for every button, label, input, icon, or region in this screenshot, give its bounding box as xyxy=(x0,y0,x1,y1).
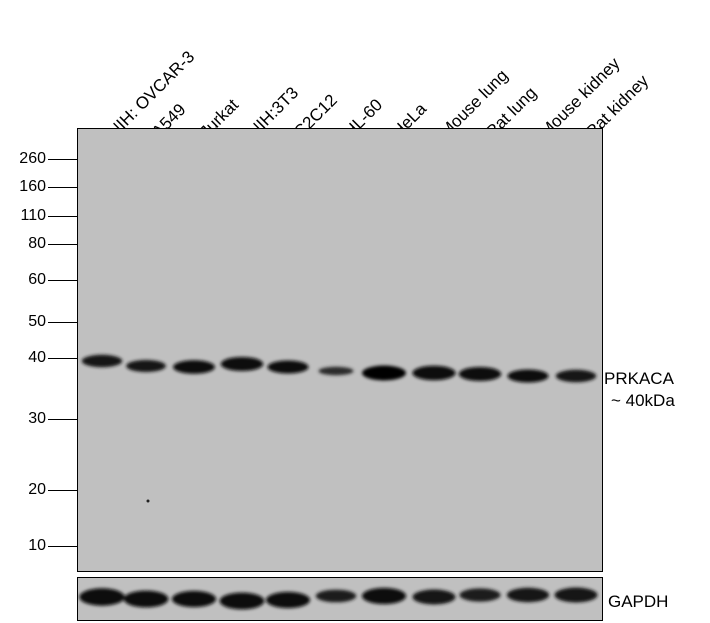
marker-label: 30 xyxy=(28,410,46,427)
gapdh-panel xyxy=(77,577,603,621)
target-name: PRKACA xyxy=(604,369,674,388)
target-size: ~ 40kDa xyxy=(611,391,675,410)
marker-label: 60 xyxy=(28,271,46,288)
gapdh-band xyxy=(123,590,169,608)
marker-tick xyxy=(48,490,78,491)
target-bands xyxy=(81,354,597,503)
gapdh-band xyxy=(265,591,311,609)
speck xyxy=(146,499,150,503)
marker-tick xyxy=(48,280,78,281)
marker-label: 260 xyxy=(19,150,46,167)
blot-panel xyxy=(77,128,603,572)
prkaca-band xyxy=(412,365,456,381)
gapdh-band xyxy=(459,588,501,602)
marker-tick xyxy=(48,216,78,217)
gapdh-band xyxy=(554,587,598,603)
marker-label: 10 xyxy=(28,537,46,554)
prkaca-band xyxy=(126,360,166,372)
marker-tick xyxy=(48,419,78,420)
prkaca-band xyxy=(220,357,264,371)
gapdh-bands xyxy=(79,587,598,610)
loading-control-label: GAPDH xyxy=(608,592,669,611)
gapdh-band xyxy=(171,590,217,608)
marker-label: 50 xyxy=(28,313,46,330)
marker-tick xyxy=(48,322,78,323)
prkaca-band xyxy=(555,369,597,383)
gapdh-band xyxy=(412,589,456,605)
marker-label: 20 xyxy=(28,481,46,498)
gapdh-band xyxy=(79,588,125,606)
marker-tick xyxy=(48,244,78,245)
marker-label: 160 xyxy=(19,178,46,195)
gapdh-band xyxy=(219,592,265,610)
prkaca-band xyxy=(318,366,354,376)
marker-tick xyxy=(48,546,78,547)
prkaca-band xyxy=(507,369,549,383)
marker-label: 110 xyxy=(20,207,46,224)
gapdh-band xyxy=(361,587,407,605)
gapdh-band xyxy=(506,587,550,603)
prkaca-band xyxy=(362,365,406,381)
marker-tick xyxy=(48,159,78,160)
marker-tick xyxy=(48,358,78,359)
prkaca-band xyxy=(458,367,502,381)
marker-label: 80 xyxy=(28,235,46,252)
prkaca-band xyxy=(81,354,123,368)
marker-label: 40 xyxy=(28,349,46,366)
prkaca-band xyxy=(267,360,309,374)
gapdh-band xyxy=(315,589,357,603)
marker-tick xyxy=(48,187,78,188)
prkaca-band xyxy=(173,360,215,374)
